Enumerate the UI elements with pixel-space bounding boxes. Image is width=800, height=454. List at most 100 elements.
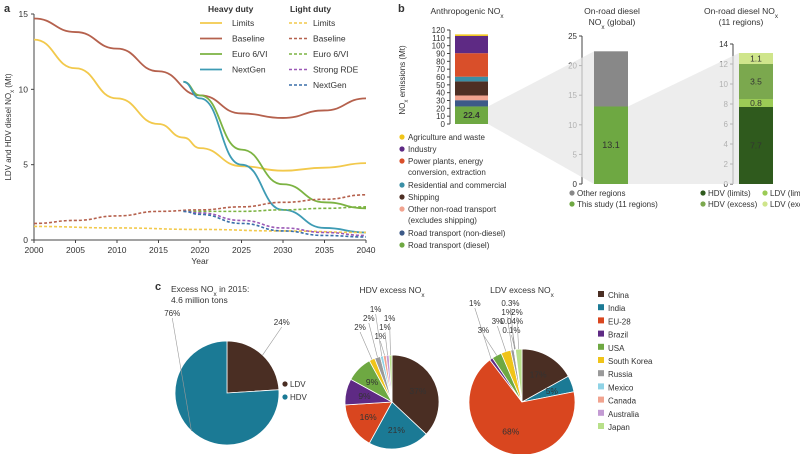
y-tick-label: 10 [19, 84, 29, 94]
legend-header-heavy: Heavy duty [208, 4, 254, 14]
y-tick-label: 15 [19, 9, 29, 19]
bar-y-tick-label: 100 [432, 42, 446, 51]
legend-bullet [399, 158, 405, 164]
country-legend-label: Australia [608, 410, 640, 419]
bar1-legend-label: conversion, extraction [408, 168, 486, 177]
pie1-legend-label: LDV [290, 380, 306, 389]
bar-segment-1-3 [455, 81, 488, 96]
bar3-legend-label: LDV (limits) [770, 189, 800, 198]
pie-outside-label: 0.1% [502, 326, 520, 335]
bar-y-tick-label: 20 [436, 104, 445, 113]
bar-y-tick-label: 0 [573, 180, 578, 189]
bar-segment-3-0 [739, 107, 773, 184]
bar-y-tick-label: 80 [436, 57, 445, 66]
country-legend-label: Brazil [608, 331, 628, 340]
bar-segment-1-2 [455, 95, 488, 101]
pie-slice-6-2 [468, 359, 576, 454]
pie-outside-label: 1% [501, 308, 513, 317]
bar-segment-3-3 [739, 53, 773, 64]
bar1-legend-label: Power plants, energy [408, 157, 483, 166]
bar-y-tick-label: 25 [568, 32, 577, 41]
pie-leader-line [359, 331, 373, 360]
legend-bullet [399, 242, 405, 248]
series-line-light-7 [183, 210, 367, 237]
country-legend-label: South Korea [608, 357, 653, 366]
x-tick-label: 2030 [274, 245, 293, 255]
bar1-legend-label: Industry [408, 145, 436, 154]
country-legend-label: Japan [608, 423, 630, 432]
pie-slice-5-1 [368, 401, 427, 450]
legend-label-heavy: Baseline [232, 34, 265, 44]
legend-bullet [399, 206, 405, 212]
pie-leader-line [384, 331, 388, 356]
pie-slice-5-0 [391, 354, 440, 435]
bar1-diesel-value: 22.4 [463, 110, 480, 120]
y-tick-label: 0 [23, 235, 28, 245]
bar-segment-1-6 [455, 35, 488, 54]
legend-bullet [762, 190, 768, 196]
y-tick-label: 5 [23, 160, 28, 170]
pie1-legend-label: HDV [290, 393, 308, 402]
country-legend-swatch [598, 396, 604, 403]
x-tick-label: 2015 [149, 245, 168, 255]
pie-leader-line [511, 325, 516, 350]
country-legend-swatch [598, 304, 604, 311]
country-legend-swatch [598, 330, 604, 337]
legend-bullet [399, 182, 405, 188]
x-tick-label: 2005 [66, 245, 85, 255]
panel-letter-a: a [4, 3, 11, 15]
x-tick-label: 2025 [232, 245, 251, 255]
bar-segment-1-7 [455, 34, 488, 36]
pie-leader-line [375, 313, 383, 357]
panel-a-line-chart: 2000 2005 2010 2015 2020 2025 2030 2035 2040 0 5 10… [4, 4, 376, 266]
legend-bullet [399, 230, 405, 236]
legend-bullet [762, 201, 768, 207]
pie-slice-label: 37% [409, 386, 426, 396]
country-legend-label: China [608, 291, 629, 300]
pie-slice-label: 21% [388, 425, 405, 435]
bar3-legend-label: LDV (excess) [770, 200, 800, 209]
bar-y-tick-label: 90 [436, 50, 445, 59]
x-axis-label: Year [191, 256, 208, 266]
bar-y-tick-label: 110 [432, 34, 445, 43]
x-tick-label: 2000 [25, 245, 44, 255]
pie-leader-line [516, 316, 519, 350]
bar-y-tick-label: 0 [441, 120, 446, 129]
bar1-legend-label: Residential and commercial [408, 181, 506, 190]
bar-segment-1-4 [455, 76, 488, 82]
bar-segment-3-1 [739, 99, 773, 107]
bar3-legend-label: HDV (excess) [708, 200, 758, 209]
legend-label-light: Limits [313, 18, 335, 28]
pie-outside-label: 0.3% [501, 299, 519, 308]
pie-outside-label: 3% [478, 326, 490, 335]
bar1-legend-label: Other non-road transport [408, 205, 497, 214]
pie-slice-label: 16% [360, 412, 377, 422]
country-legend-swatch [598, 370, 604, 377]
country-legend-swatch [598, 291, 604, 297]
bar-y-tick-label: 14 [719, 40, 728, 49]
pie-outside-label: 76% [164, 309, 180, 318]
pie-outside-label: 2% [511, 308, 523, 317]
bar2-title-line2: NOx (global) [589, 17, 636, 31]
pie-outside-label: 3% [492, 317, 504, 326]
panel-c-pie-charts: Excess NOx in 2015:4.6 million tons 24% 76… [164, 284, 653, 454]
legend-bullet [700, 201, 706, 207]
bar1-legend-label: Shipping [408, 193, 439, 202]
pie-outside-label: 1% [370, 305, 382, 314]
country-legend-label: USA [608, 344, 625, 353]
bar-segment-label: 0.8 [750, 98, 762, 108]
bar3-legend-label: HDV (limits) [708, 189, 751, 198]
bar-segment-label: 7.7 [750, 141, 762, 151]
pie-outside-label: 2% [354, 323, 366, 332]
country-legend-swatch [598, 357, 604, 363]
country-legend-label: Russia [608, 370, 633, 379]
pie-outside-label: 1% [469, 299, 481, 308]
pie-slice-5-2 [344, 401, 393, 444]
legend-bullet [569, 201, 575, 207]
x-tick-label: 2010 [108, 245, 127, 255]
pie-outside-label: 2% [363, 314, 375, 323]
bar-segment-3-2 [739, 64, 773, 99]
bar-segment-2-0 [594, 106, 628, 184]
pie-outside-label: 1% [379, 323, 391, 332]
